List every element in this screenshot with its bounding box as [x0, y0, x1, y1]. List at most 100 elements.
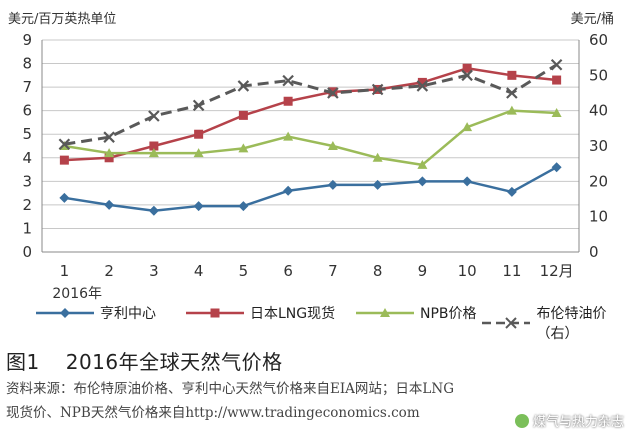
right-tick-label: 30	[589, 137, 608, 155]
data-point-x	[237, 80, 250, 92]
left-tick-label: 0	[22, 243, 32, 261]
data-point-triangle	[283, 131, 294, 141]
data-point-triangle	[193, 148, 204, 158]
source-line-2: 现货价、NPB天然气价格来自http://www.tradingeconomic…	[6, 405, 420, 421]
data-point-triangle	[238, 143, 249, 153]
data-point-x	[550, 58, 563, 71]
data-point-square	[104, 153, 114, 163]
figure-number: 图1	[6, 350, 40, 374]
right-tick-label: 50	[589, 66, 608, 84]
data-point-x	[506, 87, 518, 99]
series-line-1	[64, 67, 557, 162]
data-point-square	[552, 75, 562, 85]
figure-caption: 图1 2016年全球天然气价格	[6, 346, 283, 375]
legend-item-japan-lng: 日本LNG现货	[186, 303, 335, 323]
data-point-triangle	[417, 159, 428, 169]
data-point-x	[327, 87, 339, 99]
right-tick-label: 0	[589, 243, 599, 261]
data-point-square	[59, 155, 69, 165]
data-point-square	[194, 129, 204, 139]
figure-title: 2016年全球天然气价格	[65, 350, 283, 374]
data-point-square	[149, 141, 159, 151]
data-point-diamond	[238, 201, 249, 212]
legend-label-henry-hub: 亨利中心	[100, 306, 156, 322]
right-tick-label: 10	[589, 208, 608, 226]
left-tick-label: 8	[22, 55, 32, 73]
source-line-1: 资料来源：布伦特原油价格、亨利中心天然气价格来自EIA网站；日本LNG	[6, 381, 454, 397]
data-point-triangle	[462, 122, 473, 132]
data-point-x	[192, 99, 205, 112]
data-point-triangle	[372, 152, 383, 162]
x-tick-label: 6	[283, 262, 293, 280]
x-tick-label: 7	[328, 262, 338, 280]
right-tick-label: 60	[589, 31, 608, 49]
data-point-square	[283, 96, 293, 106]
left-tick-label: 5	[22, 125, 32, 143]
data-point-square	[507, 70, 517, 80]
data-point-diamond	[148, 205, 159, 216]
x-tick-label: 12月	[540, 262, 574, 280]
x-tick-label: 2	[104, 262, 114, 280]
x-tick-label: 1	[60, 262, 70, 280]
data-point-diamond	[104, 199, 115, 210]
x-tick-label: 3	[149, 262, 159, 280]
data-point-square	[462, 63, 472, 73]
x-axis-year-label: 2016年	[52, 286, 102, 300]
data-point-diamond	[506, 186, 517, 197]
x-tick-label: 11	[502, 262, 521, 280]
x-tick-label: 10	[458, 262, 477, 280]
left-tick-label: 2	[22, 196, 32, 214]
data-point-x	[148, 110, 160, 122]
left-tick-label: 3	[22, 172, 32, 190]
chart: 0 1 2 3 4 5 6 7 8 9 0 10 20 30 40 50 60 1 2 3 4 5 6 7 8 9 10 11 12月 2…	[22, 31, 608, 300]
wechat-logo-icon	[514, 413, 529, 428]
data-point-diamond	[462, 176, 473, 187]
data-point-x	[282, 74, 294, 87]
data-point-diamond	[372, 179, 383, 190]
data-point-diamond	[283, 185, 294, 196]
right-tick-label: 40	[589, 102, 608, 120]
legend-label-npb: NPB价格	[420, 306, 477, 322]
data-point-x	[58, 138, 71, 151]
data-point-x	[416, 80, 429, 92]
data-point-triangle	[104, 148, 115, 158]
legend: 亨利中心 日本LNG现货 NPB价格 布伦特油价（右）	[30, 303, 630, 342]
x-tick-label: 4	[194, 262, 204, 280]
watermark-text: 煤气与热力杂志	[532, 415, 624, 430]
left-tick-label: 7	[22, 78, 32, 96]
x-tick-label: 5	[239, 262, 249, 280]
legend-item-henry-hub: 亨利中心	[36, 303, 156, 323]
right-axis-title: 美元/桶	[570, 12, 614, 27]
left-tick-label: 1	[22, 219, 32, 237]
data-point-triangle	[148, 148, 159, 158]
left-tick-label: 6	[22, 102, 32, 120]
series-line-0	[64, 166, 558, 213]
data-point-triangle	[327, 141, 338, 150]
data-point-x	[461, 69, 473, 82]
data-point-x	[103, 131, 115, 143]
source-note: 资料来源：布伦特原油价格、亨利中心天然气价格来自EIA网站；日本LNG 现货价、…	[6, 377, 630, 425]
data-point-diamond	[551, 162, 562, 173]
legend-item-npb: NPB价格	[356, 303, 477, 323]
data-point-triangle	[506, 105, 517, 115]
series-line-2	[64, 109, 557, 167]
left-axis-title: 美元/百万英热单位	[8, 12, 117, 27]
data-point-diamond	[417, 176, 428, 187]
data-point-diamond	[327, 179, 338, 190]
x-tick-label: 8	[373, 262, 383, 280]
series-line-3	[64, 63, 558, 146]
legend-label-brent: 布伦特油价（右）	[536, 306, 607, 342]
data-point-diamond	[59, 192, 70, 203]
data-point-triangle	[551, 108, 562, 118]
data-point-x	[371, 83, 384, 96]
x-tick-label: 9	[418, 262, 428, 280]
legend-x-marker-icon	[482, 317, 531, 329]
data-point-square	[238, 110, 248, 120]
data-point-square	[417, 77, 427, 87]
legend-square-marker-icon	[186, 308, 244, 318]
watermark: 煤气与热力杂志	[514, 411, 624, 430]
right-tick-label: 20	[589, 172, 608, 190]
legend-label-japan-lng: 日本LNG现货	[250, 306, 336, 322]
legend-diamond-marker-icon	[36, 308, 94, 318]
legend-triangle-marker-icon	[356, 308, 414, 317]
